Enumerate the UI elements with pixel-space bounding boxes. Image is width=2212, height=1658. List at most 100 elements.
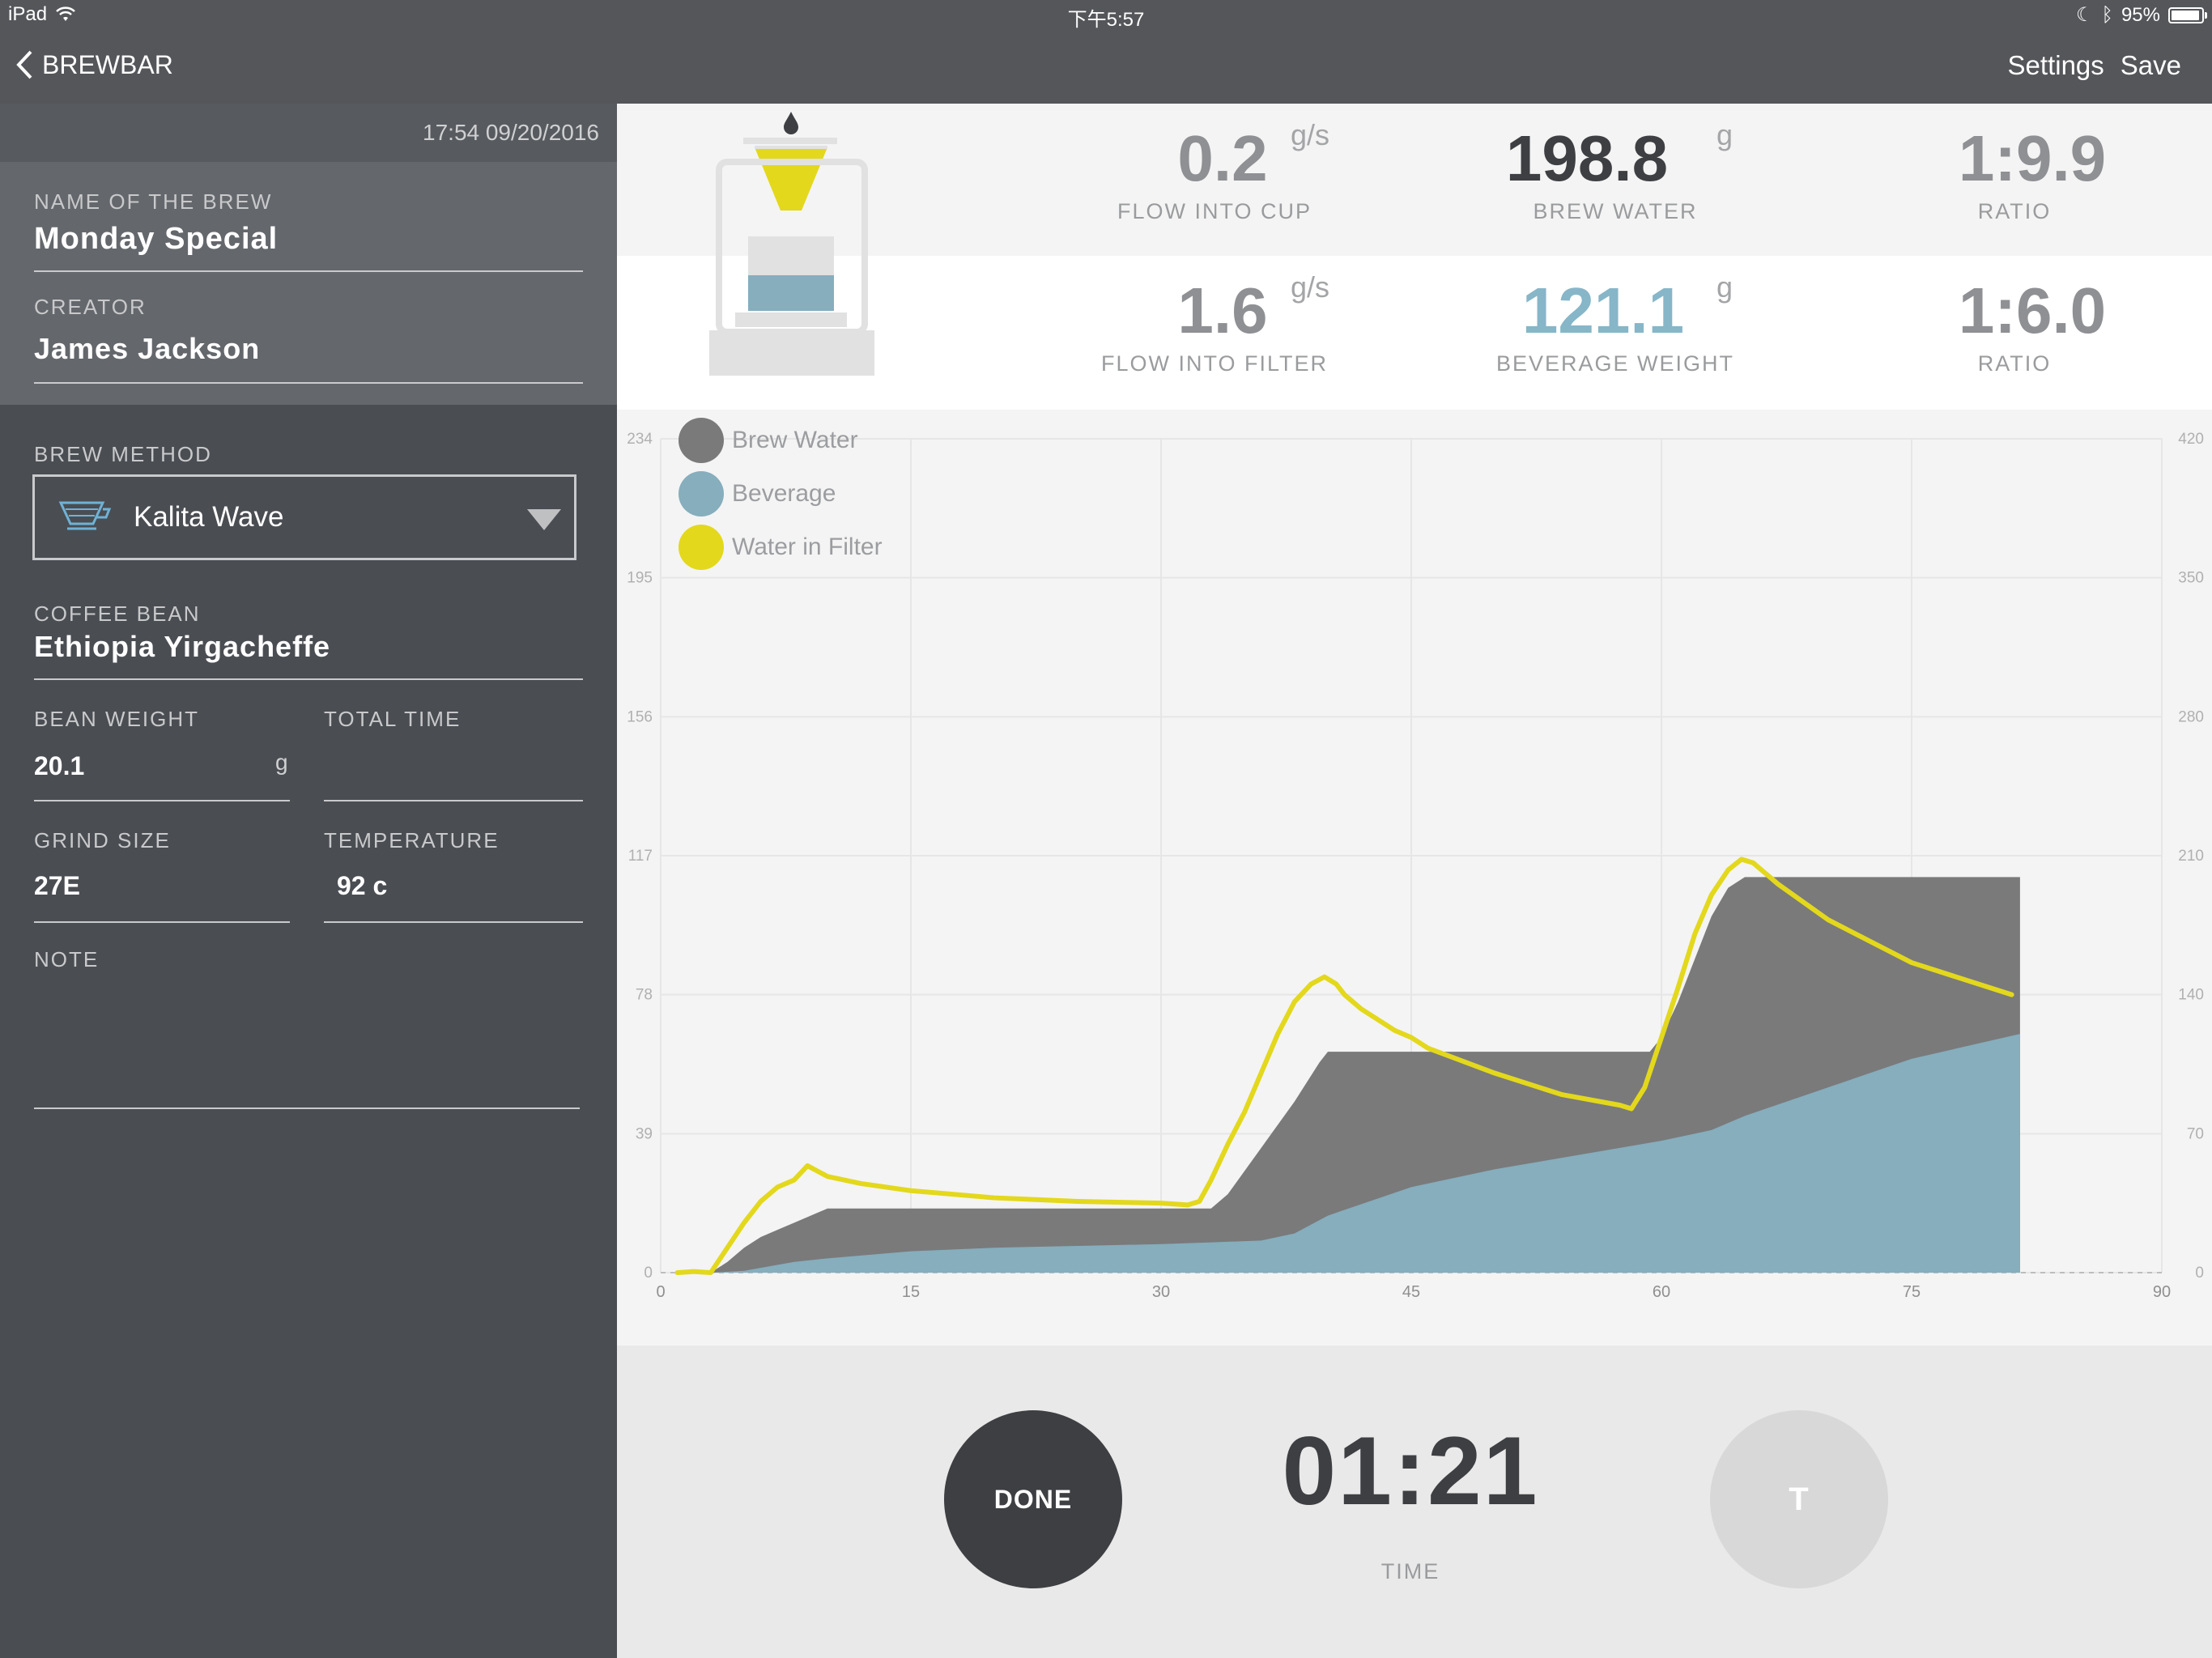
name-panel: NAME OF THE BREW Monday Special CREATOR … (0, 162, 617, 405)
x-tick-label: 60 (1653, 1283, 1670, 1301)
brew-water-unit: g (1716, 118, 1733, 151)
flow-cup-unit: g/s (1291, 118, 1330, 151)
nav-actions: Settings Save (2008, 50, 2181, 81)
y-left-tick-label: 39 (636, 1125, 653, 1142)
stats-top-row (617, 104, 2212, 256)
brew-method-select[interactable]: Kalita Wave (32, 474, 576, 560)
legend-item-water-in-filter: Water in Filter (678, 525, 883, 570)
ratio-bottom-label: RATIO (1977, 351, 2052, 376)
method-label: BREW METHOD (34, 442, 212, 466)
device-label: iPad (8, 3, 48, 25)
battery-level (2172, 10, 2200, 20)
y-right-tick-label: 140 (2178, 987, 2204, 1004)
legend-swatch (678, 471, 724, 517)
coffee-bean-field[interactable]: Ethiopia Yirgacheffe (34, 630, 331, 663)
flow-filter-unit: g/s (1291, 270, 1330, 304)
x-tick-label: 0 (656, 1283, 665, 1301)
kalita-dripper-icon (58, 501, 112, 530)
x-tick-label: 90 (2153, 1283, 2171, 1301)
y-right-tick-label: 70 (2187, 1125, 2204, 1142)
legend-swatch (678, 525, 724, 570)
status-right: ☾ ᛒ 95% (2076, 3, 2207, 27)
timer-display: 01:21 (1282, 1417, 1539, 1525)
creator-field[interactable]: James Jackson (34, 332, 261, 365)
divider (34, 800, 290, 801)
temperature-label: TEMPERATURE (324, 828, 500, 852)
back-button[interactable]: BREWBAR (15, 49, 173, 81)
legend-label: Brew Water (732, 427, 858, 453)
brew-method-value: Kalita Wave (134, 501, 284, 533)
flow-filter-label: FLOW INTO FILTER (1100, 351, 1328, 376)
y-right-tick-label: 420 (2178, 431, 2204, 448)
brew-water-value: 198.8 (1505, 122, 1669, 194)
x-tick-label: 30 (1152, 1283, 1170, 1301)
status-time: 下午5:57 (1067, 9, 1145, 31)
legend-label: Water in Filter (732, 534, 883, 560)
grind-size-field[interactable]: 27E (34, 871, 80, 900)
bean-weight-unit: g (275, 750, 288, 775)
water-drop-icon (784, 112, 798, 134)
series-line-water-in-filter (674, 857, 2014, 1275)
done-button[interactable]: DONE (944, 1410, 1122, 1588)
save-button[interactable]: Save (2120, 50, 2181, 80)
dropdown-triangle-icon (527, 509, 561, 530)
y-left-tick-label: 117 (628, 848, 653, 865)
x-tick-label: 45 (1402, 1283, 1420, 1301)
flow-filter-value: 1.6 (1177, 274, 1268, 346)
name-label: NAME OF THE BREW (34, 189, 273, 214)
x-tick-label: 75 (1903, 1283, 1921, 1301)
legend-label: Beverage (732, 480, 836, 507)
brew-chart: 0 15 30 45 60 75 90 0 0 39 70 78 140 117 210 156 280 195 3… (617, 410, 2212, 1346)
bean-label: COFFEE BEAN (34, 602, 201, 626)
brew-water-label: BREW WATER (1533, 199, 1698, 223)
legend-item-beverage: Beverage (678, 471, 883, 517)
stats-bottom-row (617, 256, 2212, 410)
y-right-tick-label: 0 (2195, 1265, 2204, 1282)
battery-percent: 95% (2121, 3, 2160, 26)
legend-swatch (678, 418, 724, 463)
divider (324, 800, 583, 801)
bean-weight-label: BEAN WEIGHT (34, 707, 200, 731)
bean-weight-field[interactable]: 20.1 (34, 751, 85, 780)
y-left-tick-label: 234 (627, 431, 653, 448)
brewer-illustration (709, 112, 874, 376)
divider (34, 270, 583, 272)
moon-icon: ☾ (2076, 4, 2094, 26)
settings-button[interactable]: Settings (2007, 50, 2104, 80)
beverage-weight-value: 121.1 (1521, 274, 1685, 346)
y-left-tick-label: 195 (627, 570, 653, 587)
brew-name-field[interactable]: Monday Special (34, 222, 279, 256)
note-label: NOTE (34, 947, 100, 971)
y-right-tick-label: 280 (2178, 708, 2204, 725)
total-time-label: TOTAL TIME (324, 707, 462, 731)
wifi-icon (56, 6, 75, 21)
temperature-field[interactable]: 92 c (337, 871, 388, 900)
y-left-tick-label: 156 (627, 708, 653, 725)
divider (34, 382, 583, 384)
tare-button[interactable]: T (1710, 1410, 1888, 1588)
note-field[interactable] (34, 986, 576, 1091)
top-bar: iPad 下午5:57 ☾ ᛒ 95% BREWBAR Settings Sav… (0, 0, 2212, 104)
beverage-weight-label: BEVERAGE WEIGHT (1495, 351, 1735, 376)
status-left: iPad (8, 3, 76, 26)
flow-cup-value: 0.2 (1177, 122, 1268, 194)
timer-controls: DONE 01:21 TIME T (617, 1346, 2212, 1658)
ratio-bottom-value: 1:6.0 (1958, 274, 2107, 346)
legend-item-brew-water: Brew Water (678, 418, 883, 463)
ratio-top-label: RATIO (1977, 199, 2052, 223)
back-label: BREWBAR (42, 49, 173, 79)
battery-icon (2168, 6, 2207, 23)
flow-cup-label: FLOW INTO CUP (1117, 199, 1312, 223)
brew-timestamp: 17:54 09/20/2016 (0, 104, 617, 162)
divider (34, 921, 290, 923)
chart-legend: Brew Water Beverage Water in Filter (678, 418, 883, 570)
y-left-tick-label: 78 (636, 987, 653, 1004)
sidebar: 17:54 09/20/2016 NAME OF THE BREW Monday… (0, 104, 617, 1658)
divider (324, 921, 583, 923)
beverage-weight-unit: g (1716, 270, 1733, 304)
chevron-left-icon (16, 50, 32, 79)
y-right-tick-label: 210 (2178, 848, 2204, 865)
ratio-top-value: 1:9.9 (1958, 122, 2107, 194)
creator-label: CREATOR (34, 295, 147, 319)
